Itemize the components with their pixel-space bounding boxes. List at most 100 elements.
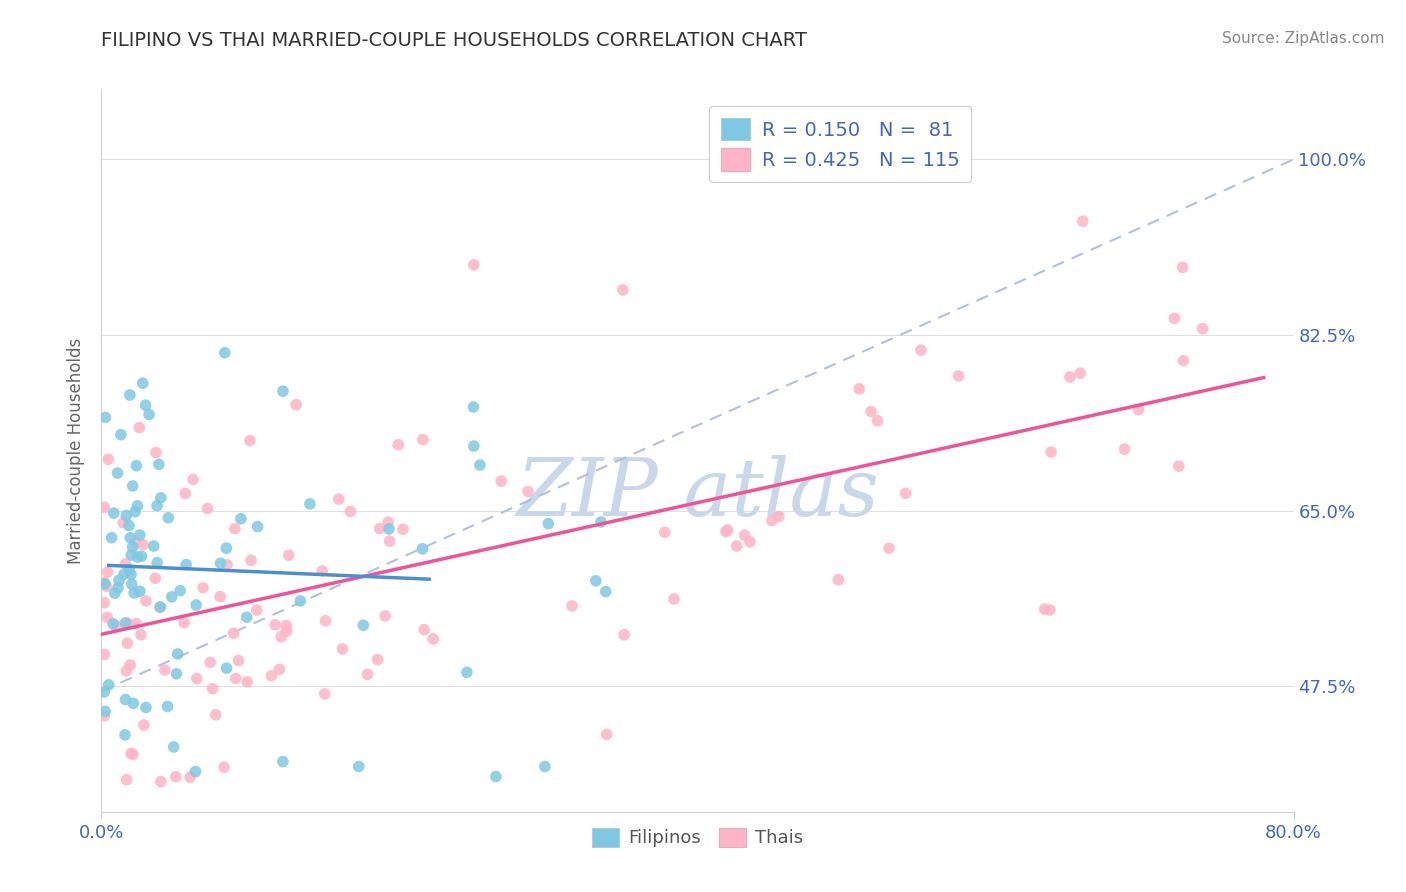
Point	[716, 523, 738, 537]
Point	[114, 557, 136, 571]
Point	[412, 433, 434, 447]
Point	[146, 556, 169, 570]
Point	[1173, 353, 1195, 368]
Point	[374, 608, 396, 623]
Point	[93, 685, 115, 699]
Point	[654, 525, 676, 540]
Point	[595, 727, 617, 741]
Point	[149, 600, 172, 615]
Point	[228, 653, 250, 667]
Point	[311, 564, 333, 578]
Point	[290, 594, 312, 608]
Point	[209, 556, 232, 570]
Point	[156, 699, 179, 714]
Point	[125, 616, 148, 631]
Point	[411, 541, 433, 556]
Point	[468, 458, 491, 472]
Point	[129, 628, 152, 642]
Point	[387, 438, 409, 452]
Point	[148, 458, 170, 472]
Point	[1069, 366, 1091, 380]
Point	[485, 770, 508, 784]
Text: ZIP atlas: ZIP atlas	[516, 455, 879, 533]
Point	[118, 518, 141, 533]
Point	[198, 656, 221, 670]
Point	[561, 599, 583, 613]
Point	[122, 696, 145, 710]
Point	[145, 445, 167, 459]
Point	[132, 376, 155, 391]
Point	[114, 615, 136, 630]
Point	[285, 398, 308, 412]
Point	[271, 384, 294, 399]
Point	[118, 388, 141, 402]
Point	[149, 600, 172, 615]
Point	[738, 534, 761, 549]
Point	[127, 550, 149, 565]
Point	[121, 479, 143, 493]
Point	[114, 692, 136, 706]
Point	[97, 678, 120, 692]
Point	[112, 567, 135, 582]
Point	[118, 562, 141, 576]
Point	[96, 579, 118, 593]
Point	[107, 466, 129, 480]
Point	[173, 615, 195, 630]
Point	[93, 648, 115, 662]
Point	[142, 539, 165, 553]
Point	[768, 509, 790, 524]
Point	[197, 501, 219, 516]
Point	[114, 728, 136, 742]
Point	[184, 764, 207, 779]
Point	[463, 400, 485, 414]
Point	[93, 708, 115, 723]
Point	[153, 663, 176, 677]
Point	[166, 647, 188, 661]
Point	[463, 258, 485, 272]
Point	[93, 575, 115, 590]
Point	[149, 774, 172, 789]
Point	[125, 458, 148, 473]
Point	[103, 616, 125, 631]
Point	[229, 512, 252, 526]
Point	[456, 665, 478, 680]
Point	[537, 516, 560, 531]
Point	[181, 472, 204, 486]
Point	[120, 747, 142, 761]
Point	[298, 497, 321, 511]
Point	[117, 616, 139, 631]
Point	[94, 410, 117, 425]
Point	[517, 484, 540, 499]
Point	[377, 515, 399, 529]
Point	[174, 486, 197, 500]
Point	[215, 661, 238, 675]
Point	[149, 491, 172, 505]
Point	[110, 427, 132, 442]
Point	[143, 571, 166, 585]
Point	[215, 541, 238, 555]
Point	[165, 666, 187, 681]
Point	[179, 770, 201, 784]
Point	[534, 759, 557, 773]
Point	[235, 610, 257, 624]
Point	[1059, 370, 1081, 384]
Point	[132, 538, 155, 552]
Point	[761, 514, 783, 528]
Point	[128, 528, 150, 542]
Y-axis label: Married-couple Households: Married-couple Households	[67, 337, 86, 564]
Point	[848, 382, 870, 396]
Point	[246, 519, 269, 533]
Point	[392, 522, 415, 536]
Point	[93, 500, 115, 515]
Point	[1128, 402, 1150, 417]
Point	[589, 515, 612, 529]
Point	[1040, 445, 1063, 459]
Point	[463, 439, 485, 453]
Point	[277, 548, 299, 562]
Point	[93, 596, 115, 610]
Point	[169, 583, 191, 598]
Point	[105, 619, 128, 633]
Point	[1114, 442, 1136, 456]
Point	[222, 626, 245, 640]
Point	[1039, 603, 1062, 617]
